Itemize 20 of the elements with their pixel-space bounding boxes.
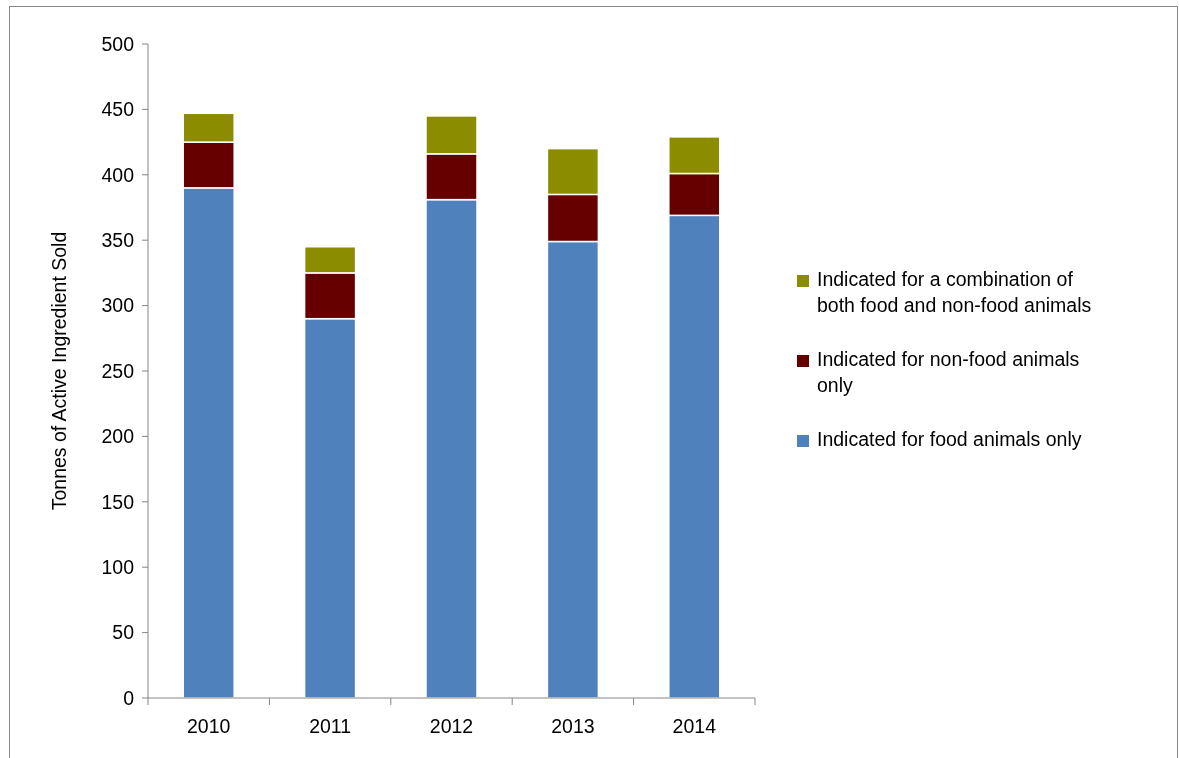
y-tick-label: 400 [101,163,135,186]
x-tick-label: 2014 [672,715,717,737]
y-tick-label: 350 [101,229,135,252]
x-tick-label: 2013 [551,715,595,737]
y-tick-label: 200 [101,425,135,448]
legend-label: Indicated for a combination of both food and non-food animals [817,268,1092,316]
legend-label: Indicated for food animals only [817,428,1082,450]
y-tick-label: 450 [101,98,135,121]
y-tick-label: 250 [101,359,135,382]
y-tick-label: 150 [101,490,135,513]
y-tick-label: 0 [123,686,135,709]
y-axis-title: Tonnes of Active Ingredient Sold [48,231,70,511]
y-tick-label: 100 [101,556,135,579]
x-tick-label: 2010 [187,715,231,737]
y-tick-label: 50 [112,621,135,644]
y-tick-label: 500 [101,32,135,55]
x-tick-label: 2012 [429,715,474,737]
x-tick-label: 2011 [309,715,352,737]
y-tick-label: 300 [101,294,135,317]
legend-label: Indicated for non-food animals only [817,348,1080,396]
